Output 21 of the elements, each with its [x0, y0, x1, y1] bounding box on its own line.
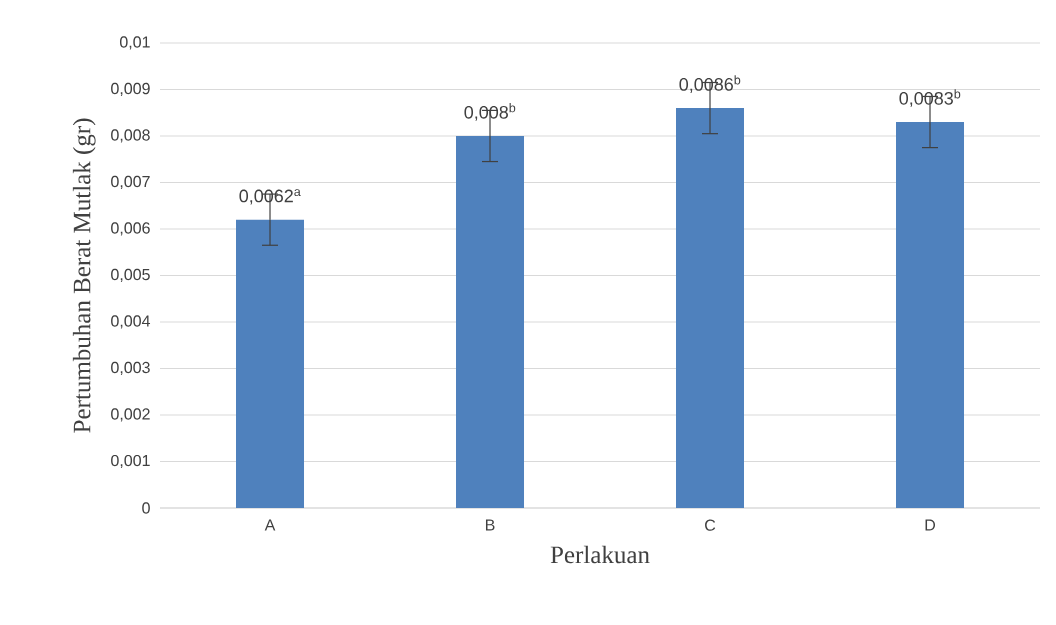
y-tick-label: 0,005	[111, 268, 150, 283]
x-tick-label: D	[925, 519, 936, 531]
y-tick-label: 0,008	[111, 129, 150, 143]
bar	[236, 219, 305, 508]
x-tick-label: A	[264, 519, 276, 531]
y-tick-label: 0	[142, 502, 150, 514]
y-tick-label: 0,002	[111, 408, 150, 422]
bar	[676, 108, 745, 508]
y-tick-label: 0,01	[119, 36, 150, 50]
x-axis-title: Perlakuan	[550, 545, 650, 564]
y-axis-title: Pertumbuhan Berat Mutlak (gr)	[72, 118, 96, 433]
y-tick-label: 0,006	[111, 222, 150, 236]
y-tick-label: 0,003	[111, 361, 150, 376]
bar	[456, 135, 525, 508]
y-tick-label: 0,009	[111, 82, 150, 97]
x-tick-label: B	[485, 519, 495, 531]
y-tick-label: 0,001	[111, 454, 150, 469]
y-tick-label: 0,007	[111, 175, 150, 190]
x-tick-label: C	[705, 519, 716, 531]
y-tick-label: 0,004	[111, 315, 151, 329]
bar	[896, 122, 965, 508]
